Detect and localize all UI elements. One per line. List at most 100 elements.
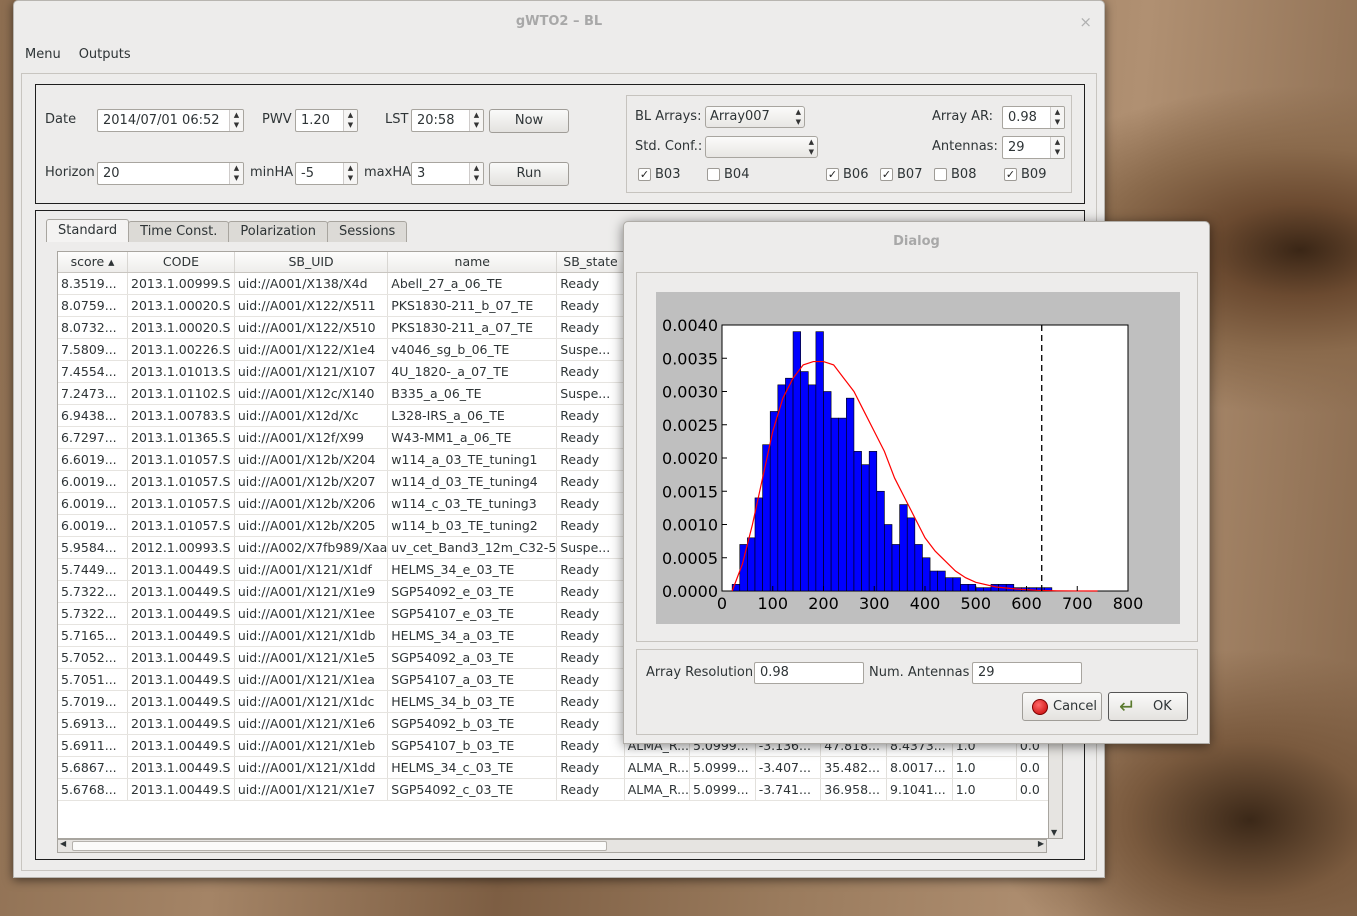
band-b03-checkbox[interactable]: ✓ B03 xyxy=(638,167,680,182)
spin-arrows-icon[interactable]: ▲ ▼ xyxy=(1050,107,1064,128)
table-cell: PKS1830-211_a_07_TE xyxy=(387,316,558,339)
column-header[interactable]: name xyxy=(387,252,558,273)
table-cell: SGP54107_e_03_TE xyxy=(387,602,558,625)
checkmark-icon[interactable]: ✓ xyxy=(1004,168,1017,181)
table-cell: 6.0019... xyxy=(58,470,129,493)
horizontal-scrollbar[interactable]: ◀ ▶ xyxy=(57,839,1047,853)
pwv-value: 1.20 xyxy=(301,113,330,128)
spin-arrows-icon[interactable]: ▲ ▼ xyxy=(469,110,483,131)
bl-arrays-label: BL Arrays: xyxy=(635,109,702,124)
checkmark-icon[interactable]: ✓ xyxy=(638,168,651,181)
histogram-bar xyxy=(944,577,954,592)
table-cell: Ready xyxy=(556,404,625,427)
band-label: B03 xyxy=(655,167,681,182)
table-cell: 2013.1.00449.S xyxy=(127,668,235,691)
bl-arrays-combo[interactable]: Array007 ▲ ▼ xyxy=(705,106,805,128)
table-cell: Abell_27_a_06_TE xyxy=(387,272,558,295)
lst-spinner[interactable]: 20:58 ▲ ▼ xyxy=(411,109,484,132)
table-cell: 5.6867... xyxy=(58,756,129,779)
dialog-title[interactable]: Dialog xyxy=(893,234,940,249)
tab-sessions[interactable]: Sessions xyxy=(326,221,408,242)
menu-item-outputs[interactable]: Outputs xyxy=(78,46,131,62)
x-tick-label: 700 xyxy=(1062,594,1093,613)
close-icon[interactable]: × xyxy=(1079,13,1092,31)
table-cell: 2013.1.01057.S xyxy=(127,514,235,537)
column-header[interactable]: SB_state xyxy=(556,252,625,273)
table-cell: -3.741... xyxy=(755,778,822,801)
column-header[interactable]: score ▴ xyxy=(58,252,129,273)
scrollbar-thumb[interactable] xyxy=(72,841,607,851)
table-cell: 2013.1.00449.S xyxy=(127,690,235,713)
spin-arrows-icon[interactable]: ▲ ▼ xyxy=(343,110,357,131)
menu-item-menu[interactable]: Menu xyxy=(25,46,61,62)
column-header[interactable]: SB_UID xyxy=(234,252,389,273)
table-cell: Ready xyxy=(556,778,625,801)
table-cell: Ready xyxy=(556,470,625,493)
table-cell: HELMS_34_c_03_TE xyxy=(387,756,558,779)
window-titlebar[interactable]: gWTO2 – BL × xyxy=(14,1,1104,43)
checkbox-empty-icon[interactable] xyxy=(707,168,720,181)
column-header[interactable]: CODE xyxy=(127,252,235,273)
histogram-bar xyxy=(983,587,992,592)
ok-label: OK xyxy=(1153,699,1172,714)
tab-standard[interactable]: Standard xyxy=(46,219,130,242)
tab-time-const[interactable]: Time Const. xyxy=(128,221,230,242)
now-button[interactable]: Now xyxy=(489,109,569,133)
band-b08-checkbox[interactable]: B08 xyxy=(934,167,976,182)
x-tick-label: 300 xyxy=(859,594,890,613)
scroll-left-icon[interactable]: ◀ xyxy=(60,839,67,848)
maxha-spinner[interactable]: 3 ▲ ▼ xyxy=(411,162,484,185)
spin-arrows-icon[interactable]: ▲ ▼ xyxy=(1050,137,1064,158)
spin-arrows-icon[interactable]: ▲ ▼ xyxy=(469,163,483,184)
table-cell: 5.6911... xyxy=(58,734,129,757)
horizon-label: Horizon xyxy=(45,165,95,180)
table-cell: 5.9584... xyxy=(58,536,129,559)
checkmark-icon[interactable]: ✓ xyxy=(880,168,893,181)
run-button[interactable]: Run xyxy=(489,162,569,186)
band-b04-checkbox[interactable]: B04 xyxy=(707,167,749,182)
spin-arrows-icon[interactable]: ▲ ▼ xyxy=(229,163,243,184)
table-cell: 2012.1.00993.S xyxy=(127,536,235,559)
band-b06-checkbox[interactable]: ✓ B06 xyxy=(826,167,868,182)
antennas-spinner[interactable]: 29 ▲ ▼ xyxy=(1002,136,1065,159)
date-value: 2014/07/01 06:52 xyxy=(103,113,220,128)
ok-button[interactable]: ↵ OK xyxy=(1108,692,1188,721)
spin-arrows-icon[interactable]: ▲ ▼ xyxy=(343,163,357,184)
table-cell: Ready xyxy=(556,316,625,339)
tab-polarization[interactable]: Polarization xyxy=(228,221,328,242)
array-ar-spinner[interactable]: 0.98 ▲ ▼ xyxy=(1002,106,1065,129)
scroll-right-icon[interactable]: ▶ xyxy=(1037,839,1044,848)
pwv-spinner[interactable]: 1.20 ▲ ▼ xyxy=(295,109,358,132)
table-cell: 7.5809... xyxy=(58,338,129,361)
x-tick-label: 100 xyxy=(757,594,788,613)
table-cell: uid://A001/X122/X511 xyxy=(234,294,389,317)
std-conf-combo[interactable]: ▲ ▼ xyxy=(705,136,818,158)
num-antennas-field[interactable]: 29 xyxy=(972,662,1082,684)
histogram-bar xyxy=(762,444,771,592)
histogram-bar xyxy=(800,371,809,592)
histogram-bar xyxy=(906,517,916,592)
minha-spinner[interactable]: -5 ▲ ▼ xyxy=(295,162,358,185)
horizon-spinner[interactable]: 20 ▲ ▼ xyxy=(97,162,244,185)
histogram-bar xyxy=(807,384,817,592)
table-cell: uid://A001/X12d/Xc xyxy=(234,404,389,427)
table-cell: 5.0999... xyxy=(689,778,756,801)
array-resolution-field[interactable]: 0.98 xyxy=(754,662,864,684)
table-cell: 36.958... xyxy=(820,778,888,801)
table-cell: 5.7449... xyxy=(58,558,129,581)
scroll-down-icon[interactable]: ▼ xyxy=(1051,828,1058,837)
date-spinner[interactable]: 2014/07/01 06:52 ▲ ▼ xyxy=(97,109,244,132)
band-b07-checkbox[interactable]: ✓ B07 xyxy=(880,167,922,182)
table-row[interactable]: 5.6867... 2013.1.00449.S uid://A001/X121/X… xyxy=(58,756,1062,779)
band-b09-checkbox[interactable]: ✓ B09 xyxy=(1004,167,1046,182)
table-cell: 7.4554... xyxy=(58,360,129,383)
spin-arrows-icon[interactable]: ▲ ▼ xyxy=(229,110,243,131)
table-cell: HELMS_34_a_03_TE xyxy=(387,624,558,647)
table-cell: 6.9438... xyxy=(58,404,129,427)
table-cell: Ready xyxy=(556,712,625,735)
checkbox-empty-icon[interactable] xyxy=(934,168,947,181)
cancel-button[interactable]: Cancel xyxy=(1022,692,1102,721)
checkmark-icon[interactable]: ✓ xyxy=(826,168,839,181)
table-row[interactable]: 5.6768... 2013.1.00449.S uid://A001/X121/X… xyxy=(58,778,1062,801)
bl-arrays-panel: BL Arrays: Array007 ▲ ▼ Std. Conf.: ▲ ▼ Arr… xyxy=(626,95,1072,193)
